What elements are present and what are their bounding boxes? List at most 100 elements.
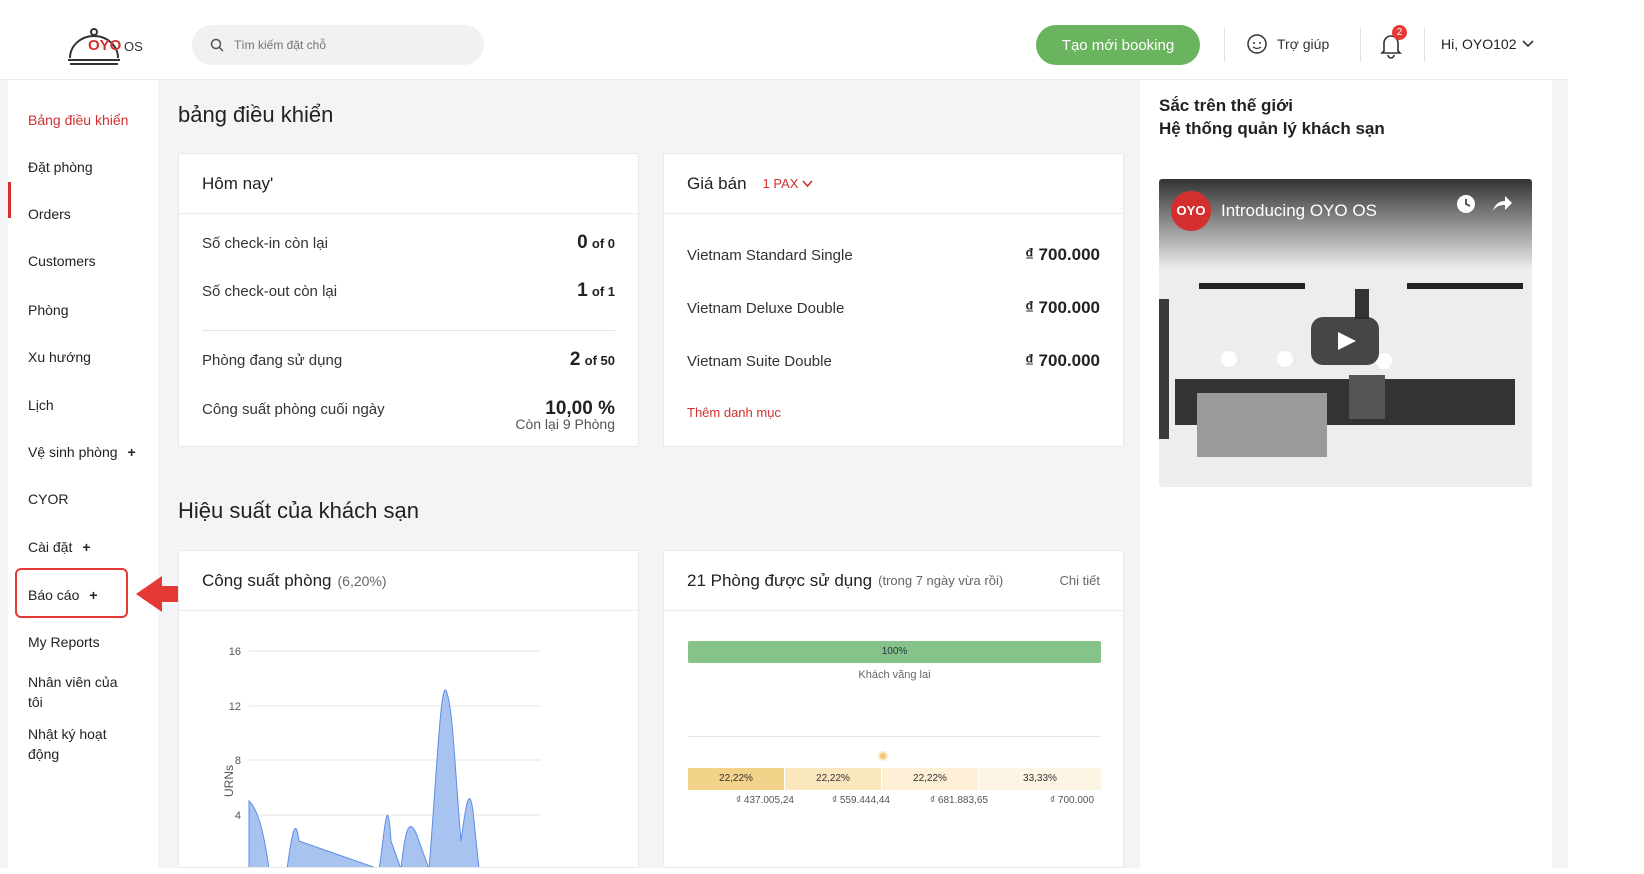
video-overlay — [1159, 179, 1532, 269]
create-booking-button[interactable]: Tạo mới booking — [1036, 25, 1200, 65]
rooms-used-card: 21 Phòng được sử dụng (trong 7 ngày vừa … — [663, 550, 1124, 868]
y-tick-label: 8 — [235, 755, 241, 767]
divider — [202, 330, 615, 331]
sidebar-item-my-reports[interactable]: My Reports — [28, 634, 100, 650]
sidebar-item-orders[interactable]: Orders — [28, 206, 71, 222]
header-divider — [1424, 28, 1425, 62]
occupancy-label: Công suất phòng cuối ngày — [202, 401, 385, 418]
share-icon[interactable] — [1491, 193, 1513, 215]
segment-price-label: ₫ 700.000 — [1050, 795, 1095, 806]
video-player[interactable]: OYO Introducing OYO OS — [1159, 179, 1532, 487]
logo-text: OYO — [88, 37, 122, 54]
segment-price-label: ₫ 681.883,65 — [930, 795, 988, 806]
price-card-header: Giá bán 1 PAX — [664, 154, 1123, 214]
sidebar-item-activity-log[interactable]: Nhật ký hoạt động — [28, 726, 107, 762]
sidebar-item-rooms[interactable]: Phòng — [28, 302, 69, 318]
sidebar-item-dashboard[interactable]: Bảng điều khiển — [28, 112, 129, 128]
performance-title: Hiệu suất của khách sạn — [178, 498, 419, 523]
price-segment: 22,22% — [882, 768, 979, 790]
oyo-logo-icon[interactable] — [66, 22, 146, 68]
notification-badge: 2 — [1392, 25, 1407, 40]
right-panel-title-line: Sắc trên thế giới — [1159, 96, 1293, 115]
help-face-icon — [1247, 34, 1267, 54]
price-card: Giá bán 1 PAX Vietnam Standard Single ₫ … — [663, 153, 1124, 447]
user-name: Hi, OYO102 — [1441, 36, 1517, 52]
room-price: ₫ 700.000 — [1025, 298, 1100, 317]
sidebar-item-bookings[interactable]: Đặt phòng — [28, 159, 93, 175]
divider — [688, 736, 1101, 737]
checkin-label: Số check-in còn lại — [202, 235, 328, 252]
guest-type-caption: Khách vãng lai — [858, 669, 931, 681]
checkin-of: of 0 — [591, 236, 615, 251]
expand-plus-icon[interactable]: + — [89, 587, 98, 603]
checkout-label: Số check-out còn lại — [202, 283, 338, 300]
search-icon — [210, 38, 224, 52]
price-segment: 22,22% — [785, 768, 882, 790]
search-box[interactable] — [192, 25, 484, 65]
room-type-name: Vietnam Standard Single — [687, 247, 853, 264]
room-type-name: Vietnam Deluxe Double — [687, 300, 845, 317]
guest-type-bar: 100% — [688, 641, 1101, 663]
top-header: OYO OS Tạo mới booking Trợ giúp 2 — [0, 0, 1568, 80]
rooms-row: Phòng đang sử dụng 2 of 50 — [202, 349, 615, 371]
occupancy-sub: Còn lại 9 Phòng — [515, 416, 615, 432]
room-type-name: Vietnam Suite Double — [687, 353, 832, 370]
expand-plus-icon[interactable]: + — [82, 539, 91, 555]
sidebar-item-cyor[interactable]: CYOR — [28, 491, 69, 507]
price-row: Vietnam Suite Double ₫ 700.000 — [687, 351, 1100, 371]
occupancy-chart-header: Công suất phòng (6,20%) — [179, 551, 638, 611]
occupancy-row: Công suất phòng cuối ngày 10,00 % — [202, 398, 615, 420]
channel-logo[interactable]: OYO — [1171, 191, 1211, 231]
sidebar-item-reports[interactable]: Báo cáo + — [28, 587, 98, 603]
add-category-link[interactable]: Thêm danh mục — [687, 405, 781, 420]
highlight-box — [15, 568, 128, 618]
help-link[interactable]: Trợ giúp — [1246, 33, 1329, 55]
video-title[interactable]: Introducing OYO OS — [1221, 201, 1377, 220]
logo-os-text: OS — [124, 39, 143, 54]
sidebar: Bảng điều khiển Đặt phòng Orders Custome… — [8, 80, 158, 868]
sidebar-item-trends[interactable]: Xu hướng — [28, 349, 91, 365]
today-card: Hôm nay' Số check-in còn lại 0 of 0 Số c… — [178, 153, 639, 447]
sidebar-item-settings[interactable]: Cài đặt + — [28, 539, 91, 555]
detail-link[interactable]: Chi tiết — [1059, 573, 1100, 588]
active-indicator — [8, 182, 11, 218]
y-axis-label: URNs — [222, 765, 236, 797]
occupancy-value: 10,00 % — [545, 398, 615, 419]
checkout-row: Số check-out còn lại 1 of 1 — [202, 280, 615, 302]
right-panel-title: Sắc trên thế giới Hệ thống quản lý khách… — [1159, 94, 1385, 140]
watch-later-icon[interactable] — [1455, 193, 1477, 215]
expand-plus-icon[interactable]: + — [127, 444, 136, 460]
price-segment: 22,22% — [688, 768, 785, 790]
today-card-title: Hôm nay' — [179, 154, 638, 214]
help-label: Trợ giúp — [1277, 36, 1330, 52]
right-panel: Sắc trên thế giới Hệ thống quản lý khách… — [1140, 80, 1552, 868]
rooms-used-title: 21 Phòng được sử dụng — [687, 570, 873, 590]
room-price: ₫ 700.000 — [1025, 351, 1100, 370]
sidebar-item-my-staff[interactable]: Nhân viên của tôi — [28, 674, 118, 710]
rooms-value: 2 — [569, 349, 581, 370]
checkin-value: 0 — [577, 232, 588, 253]
y-tick-label: 12 — [229, 701, 241, 713]
sidebar-item-housekeeping[interactable]: Vệ sinh phòng + — [28, 444, 136, 460]
price-row: Vietnam Deluxe Double ₫ 700.000 — [687, 298, 1100, 318]
right-panel-title-line: Hệ thống quản lý khách sạn — [1159, 119, 1385, 138]
user-menu[interactable]: Hi, OYO102 — [1441, 36, 1535, 52]
app-root: OYO OS Tạo mới booking Trợ giúp 2 — [0, 0, 1568, 868]
play-icon — [1338, 332, 1356, 350]
price-row: Vietnam Standard Single ₫ 700.000 — [687, 245, 1100, 265]
occupancy-chart-title: Công suất phòng — [202, 570, 332, 590]
pax-dropdown[interactable]: 1 PAX — [763, 176, 814, 191]
rooms-label: Phòng đang sử dụng — [202, 352, 343, 369]
chevron-down-icon — [802, 180, 813, 188]
play-button[interactable] — [1311, 317, 1379, 365]
price-segment: 33,33% — [979, 768, 1101, 790]
checkin-row: Số check-in còn lại 0 of 0 — [202, 232, 615, 254]
page-title: bảng điều khiển — [178, 102, 334, 127]
rooms-used-header: 21 Phòng được sử dụng (trong 7 ngày vừa … — [664, 551, 1123, 611]
sidebar-item-customers[interactable]: Customers — [28, 253, 96, 269]
sidebar-item-calendar[interactable]: Lịch — [28, 397, 54, 413]
search-input[interactable] — [234, 38, 464, 52]
occupancy-chart-card: Công suất phòng (6,20%) 16 12 8 4 URNs — [178, 550, 639, 868]
rooms-used-subtitle: (trong 7 ngày vừa rồi) — [878, 573, 1004, 588]
occupancy-chart: 16 12 8 4 URNs — [222, 646, 541, 867]
